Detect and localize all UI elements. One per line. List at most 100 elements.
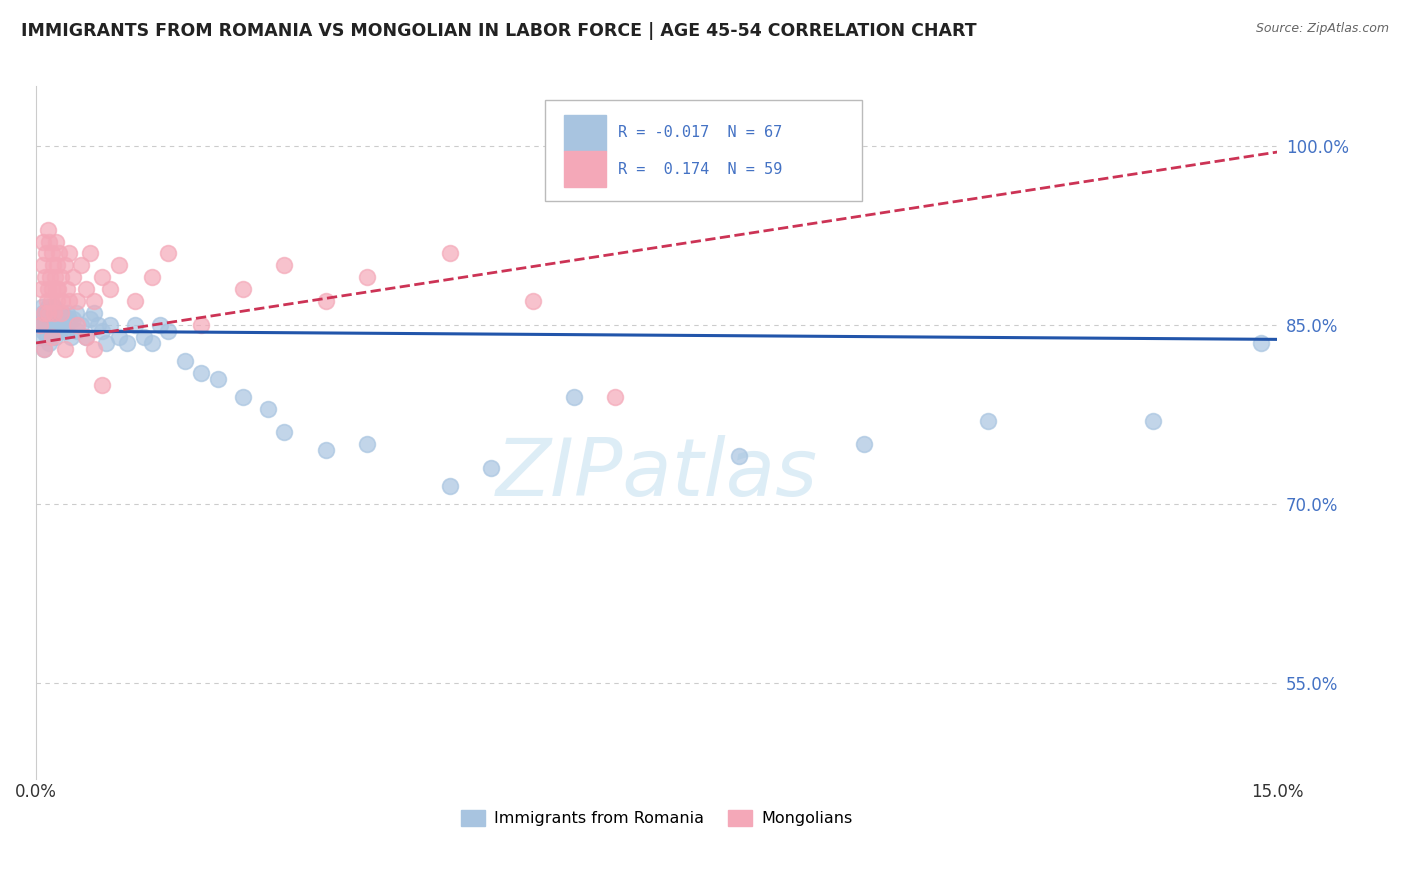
Point xyxy=(356,270,378,285)
Point xyxy=(51,294,73,309)
Legend: Immigrants from Romania, Mongolians: Immigrants from Romania, Mongolians xyxy=(454,804,859,833)
Point xyxy=(91,324,114,338)
Point xyxy=(44,330,66,344)
Point xyxy=(273,425,295,440)
Point xyxy=(45,312,67,326)
Point xyxy=(30,330,52,344)
Point xyxy=(32,342,55,356)
Point xyxy=(44,306,66,320)
Point xyxy=(32,235,55,249)
Point xyxy=(157,246,180,260)
Point xyxy=(124,318,146,332)
Point xyxy=(45,282,67,296)
Point xyxy=(66,294,89,309)
Point xyxy=(45,235,67,249)
Point xyxy=(115,335,138,350)
Point xyxy=(42,318,65,332)
Point xyxy=(479,461,502,475)
Point xyxy=(48,246,70,260)
Point xyxy=(977,413,1000,427)
Point xyxy=(96,335,118,350)
Point xyxy=(107,259,129,273)
Point xyxy=(46,259,69,273)
Point xyxy=(46,324,69,338)
Point xyxy=(58,294,80,309)
Point xyxy=(70,259,93,273)
Point xyxy=(83,342,105,356)
Point xyxy=(56,282,79,296)
Point xyxy=(44,270,66,285)
Point xyxy=(41,246,63,260)
Point xyxy=(31,312,53,326)
Point xyxy=(132,330,155,344)
Point xyxy=(32,342,55,356)
Point xyxy=(46,282,69,296)
Point xyxy=(30,318,52,332)
Point xyxy=(53,342,76,356)
Point xyxy=(62,270,84,285)
Point xyxy=(190,318,212,332)
Point xyxy=(149,318,172,332)
Text: R = -0.017  N = 67: R = -0.017 N = 67 xyxy=(619,125,783,140)
Point xyxy=(207,372,229,386)
Point xyxy=(83,306,105,320)
Point xyxy=(190,366,212,380)
Point xyxy=(32,306,55,320)
Point xyxy=(51,306,73,320)
Point xyxy=(83,294,105,309)
Point xyxy=(79,246,101,260)
Point xyxy=(44,300,66,314)
Point xyxy=(31,259,53,273)
Point xyxy=(605,390,627,404)
Point xyxy=(273,259,295,273)
Point xyxy=(100,282,122,296)
Point xyxy=(49,306,72,320)
Point xyxy=(46,318,69,332)
Point xyxy=(48,306,70,320)
Point xyxy=(32,312,55,326)
Point xyxy=(1250,335,1272,350)
Point xyxy=(439,246,461,260)
Point xyxy=(232,282,254,296)
Point xyxy=(37,222,59,236)
Point xyxy=(728,450,751,464)
Point xyxy=(439,479,461,493)
Point xyxy=(79,312,101,326)
Point xyxy=(59,330,82,344)
Point xyxy=(87,318,110,332)
FancyBboxPatch shape xyxy=(564,152,606,187)
Point xyxy=(45,306,67,320)
Point xyxy=(35,246,58,260)
Point xyxy=(124,294,146,309)
Point xyxy=(75,330,97,344)
Point xyxy=(38,235,60,249)
Point xyxy=(66,318,89,332)
Point xyxy=(39,270,62,285)
Point xyxy=(66,324,89,338)
Point xyxy=(37,282,59,296)
Point xyxy=(1142,413,1164,427)
Point xyxy=(100,318,122,332)
Point xyxy=(53,318,76,332)
Point xyxy=(38,335,60,350)
Point xyxy=(58,312,80,326)
FancyBboxPatch shape xyxy=(564,115,606,151)
Point xyxy=(30,282,52,296)
Point xyxy=(141,270,163,285)
Point xyxy=(31,300,53,314)
Point xyxy=(41,312,63,326)
Point xyxy=(62,312,84,326)
Point xyxy=(34,270,56,285)
Point xyxy=(356,437,378,451)
Point xyxy=(91,270,114,285)
Point xyxy=(256,401,278,416)
Point xyxy=(174,354,197,368)
Point xyxy=(30,318,52,332)
Point xyxy=(34,306,56,320)
Point xyxy=(41,330,63,344)
Point xyxy=(49,270,72,285)
Point xyxy=(107,330,129,344)
Text: R =  0.174  N = 59: R = 0.174 N = 59 xyxy=(619,162,783,177)
Point xyxy=(562,390,585,404)
Point xyxy=(75,330,97,344)
